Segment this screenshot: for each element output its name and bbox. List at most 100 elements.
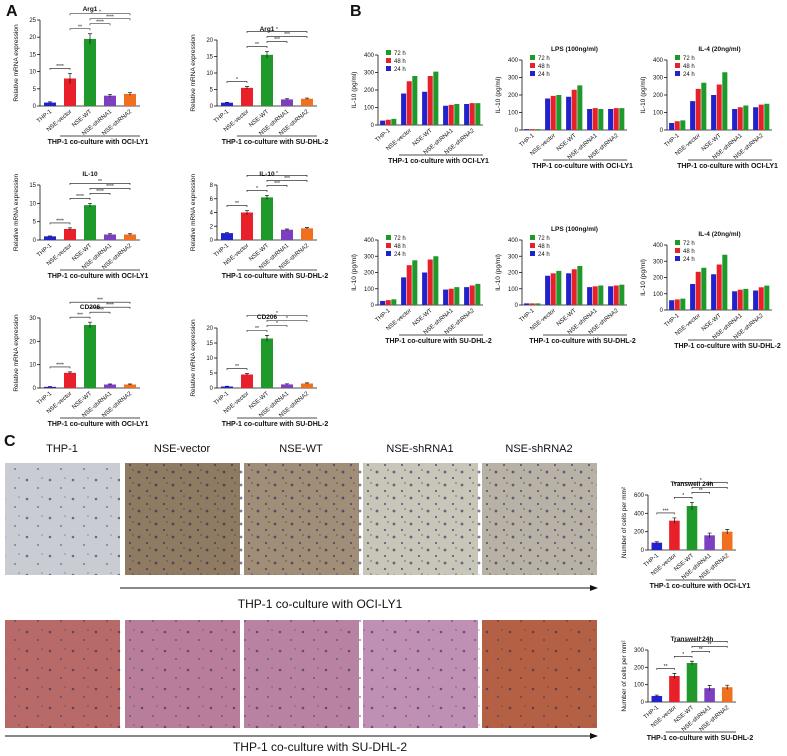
bar	[686, 663, 698, 702]
y-axis-label: Number of cells per mm²	[621, 640, 628, 712]
bar	[716, 84, 722, 130]
significance-bracket	[69, 316, 91, 319]
y-axis-label: Number of cells per mm²	[621, 486, 628, 558]
x-axis-caption: THP-1 co-culture with SU-DHL-2	[674, 343, 781, 350]
bar	[669, 520, 680, 550]
legend-label: 48 h	[394, 244, 406, 250]
y-tick-label: 15	[206, 55, 213, 61]
significance-bracket	[69, 28, 91, 31]
bar	[221, 386, 233, 388]
y-tick-label: 600	[634, 493, 645, 499]
bar	[448, 288, 454, 305]
x-tick-label: THP-1	[36, 243, 54, 259]
y-axis-label: IL-10 (pg/ml)	[640, 259, 647, 296]
y-tick-label: 20	[29, 339, 36, 345]
significance-label: **	[235, 201, 239, 207]
significance-bracket	[89, 306, 131, 309]
bar	[701, 267, 707, 310]
error-bar	[305, 97, 309, 100]
bar	[469, 285, 475, 305]
bar	[695, 271, 701, 310]
x-axis-caption: THP-1 co-culture with OCI-LY1	[650, 583, 751, 590]
significance-bracket	[89, 188, 131, 190]
significance-label: *	[700, 478, 702, 484]
bar	[716, 264, 722, 310]
y-tick-label: 200	[364, 88, 375, 94]
legend-swatch	[386, 251, 391, 256]
y-tick-label: 20	[29, 35, 36, 41]
y-tick-label: 200	[634, 665, 645, 671]
bar	[443, 289, 449, 305]
significance-bracket	[691, 487, 728, 489]
error-bar	[108, 383, 112, 385]
significance-bracket	[69, 13, 131, 16]
y-axis-label: IL-10 (pg/ml)	[351, 72, 358, 109]
significance-label: ****	[106, 14, 114, 20]
error-bar	[245, 210, 249, 215]
bar	[587, 109, 593, 130]
bar	[690, 284, 696, 310]
y-tick-label: 0	[515, 303, 519, 309]
significance-label: *	[682, 652, 684, 658]
bar	[669, 676, 680, 702]
bar	[669, 123, 675, 130]
bar	[732, 291, 738, 310]
bar	[380, 300, 386, 305]
bar	[758, 104, 764, 130]
bar	[301, 228, 313, 240]
bar	[124, 384, 136, 388]
legend-label: 24 h	[538, 252, 550, 258]
bar	[422, 91, 428, 125]
x-tick-label: THP-1	[664, 313, 682, 329]
y-axis-label: IL-10 (pg/ml)	[495, 254, 502, 291]
error-bar	[68, 371, 72, 374]
x-axis-caption: THP-1 co-culture with OCI-LY1	[48, 421, 149, 428]
significance-bracket	[691, 492, 710, 494]
legend-swatch	[530, 235, 535, 240]
legend-label: 24 h	[683, 72, 695, 78]
bar	[753, 290, 759, 310]
significance-label: **	[98, 179, 102, 185]
significance-bracket	[246, 190, 268, 192]
error-bar	[265, 335, 269, 342]
panel-label: A	[6, 3, 18, 20]
error-bar	[707, 532, 712, 538]
bar	[566, 273, 572, 305]
bar	[592, 286, 598, 305]
error-bar	[285, 383, 289, 385]
significance-label: **	[78, 24, 82, 30]
legend-swatch	[386, 50, 391, 55]
bar	[571, 89, 577, 130]
bar	[44, 236, 56, 240]
y-tick-label: 100	[508, 111, 519, 117]
significance-label: **	[708, 483, 712, 489]
error-bar	[672, 673, 677, 679]
significance-bracket	[266, 180, 308, 182]
bar	[577, 85, 583, 130]
significance-label: ****	[96, 19, 104, 25]
legend-swatch	[675, 256, 680, 261]
bar	[743, 105, 749, 130]
significance-bracket	[266, 185, 288, 187]
error-bar	[225, 385, 229, 387]
significance-label: ***	[284, 32, 290, 38]
bar	[84, 205, 96, 240]
y-tick-label: 200	[653, 93, 664, 99]
significance-bracket	[69, 301, 131, 304]
significance-bracket	[246, 175, 308, 177]
bar	[427, 259, 433, 305]
y-tick-label: 100	[653, 292, 664, 298]
bar	[753, 107, 759, 130]
significance-label: ***	[663, 508, 669, 514]
bar	[535, 303, 541, 305]
bar	[550, 273, 556, 305]
legend-swatch	[386, 243, 391, 248]
bar	[721, 531, 733, 550]
bar	[524, 303, 530, 305]
significance-label: ****	[106, 184, 114, 190]
bar	[545, 98, 551, 130]
error-bar	[88, 202, 92, 207]
y-tick-label: 400	[634, 511, 645, 517]
bar	[84, 325, 96, 388]
bar	[104, 95, 116, 106]
